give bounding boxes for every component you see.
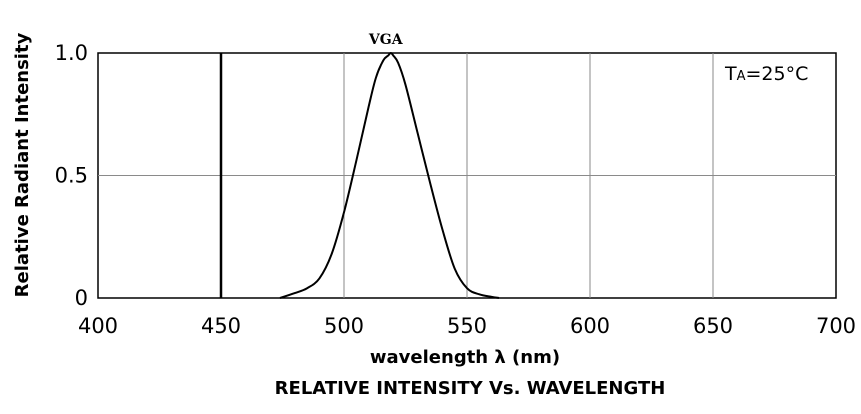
temperature-annotation: TA=25°C [724,63,808,85]
y-axis-label: Relative Radiant Intensity [12,32,33,297]
x-tick-label: 450 [201,314,241,338]
x-tick-label: 550 [447,314,487,338]
y-tick-label: 1.0 [55,41,88,65]
x-tick-label: 700 [816,314,856,338]
annotation-t: T [724,63,737,85]
x-tick-label: 600 [570,314,610,338]
series-label: VGA [368,32,404,48]
annotation-value: =25°C [746,63,809,85]
chart-title: RELATIVE INTENSITY Vs. WAVELENGTH [275,378,666,399]
x-tick-label: 650 [693,314,733,338]
x-tick-label: 400 [78,314,118,338]
y-tick-label: 0.5 [55,164,88,188]
y-tick-labels: 0 0.5 1.0 [55,41,88,310]
x-tick-label: 500 [324,314,364,338]
series-line-vga [279,51,500,299]
grid [97,52,837,299]
series-layer: VGA [279,32,500,299]
y-tick-label: 0 [75,286,88,310]
x-tick-labels: 400 450 500 550 600 650 700 [78,314,856,338]
annotation-subscript: A [737,69,746,84]
x-axis-label: wavelength λ (nm) [370,347,560,368]
